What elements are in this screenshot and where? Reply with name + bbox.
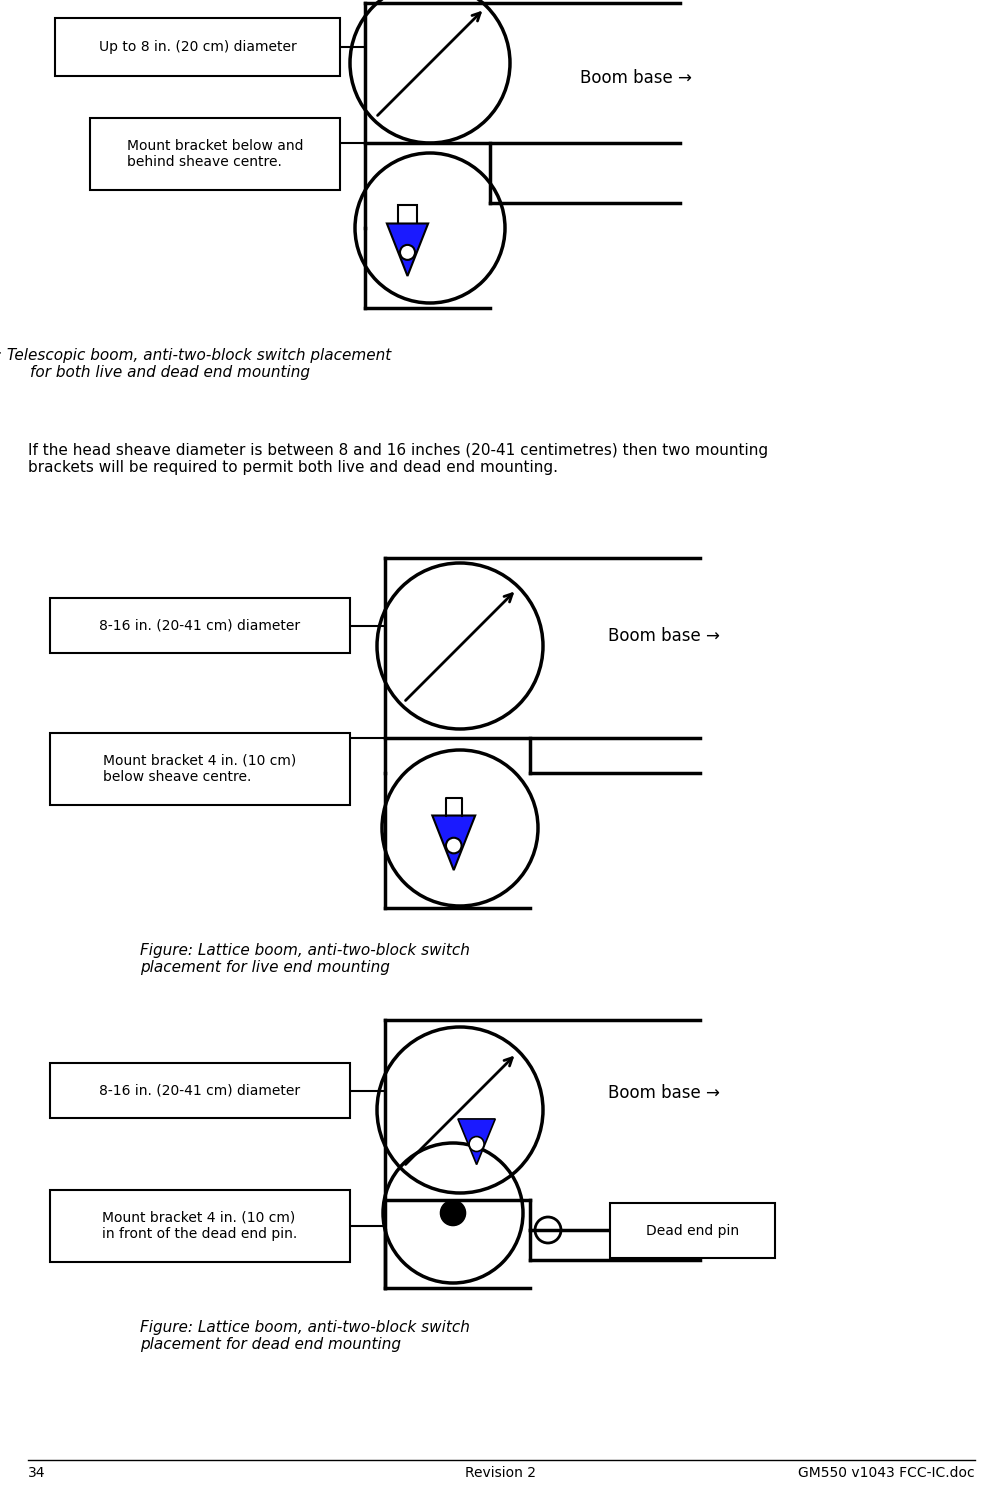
FancyBboxPatch shape [609, 1203, 775, 1258]
Text: Boom base →: Boom base → [579, 69, 691, 87]
Text: Up to 8 in. (20 cm) diameter: Up to 8 in. (20 cm) diameter [98, 41, 296, 54]
Polygon shape [432, 816, 475, 870]
Text: Figure: Lattice boom, anti-two-block switch
placement for dead end mounting: Figure: Lattice boom, anti-two-block swi… [140, 1320, 469, 1353]
Circle shape [446, 838, 461, 854]
Circle shape [469, 1137, 484, 1152]
Text: Figure: Lattice boom, anti-two-block switch
placement for live end mounting: Figure: Lattice boom, anti-two-block swi… [140, 942, 469, 976]
FancyBboxPatch shape [50, 599, 350, 653]
Text: Boom base →: Boom base → [607, 1084, 719, 1102]
FancyBboxPatch shape [55, 18, 340, 75]
Text: Figure: Telescopic boom, anti-two-block switch placement
for both live and dead : Figure: Telescopic boom, anti-two-block … [0, 348, 391, 380]
Text: Mount bracket 4 in. (10 cm)
in front of the dead end pin.: Mount bracket 4 in. (10 cm) in front of … [102, 1211, 298, 1241]
Text: 8-16 in. (20-41 cm) diameter: 8-16 in. (20-41 cm) diameter [99, 1084, 301, 1098]
FancyBboxPatch shape [90, 118, 340, 190]
Text: GM550 v1043 FCC-IC.doc: GM550 v1043 FCC-IC.doc [798, 1466, 974, 1479]
Text: 8-16 in. (20-41 cm) diameter: 8-16 in. (20-41 cm) diameter [99, 618, 301, 632]
Text: Dead end pin: Dead end pin [645, 1223, 738, 1238]
Circle shape [440, 1200, 465, 1226]
Text: Mount bracket below and
behind sheave centre.: Mount bracket below and behind sheave ce… [126, 139, 303, 169]
FancyBboxPatch shape [50, 733, 350, 805]
FancyBboxPatch shape [50, 1063, 350, 1117]
Text: Revision 2: Revision 2 [465, 1466, 536, 1479]
Text: Mount bracket 4 in. (10 cm)
below sheave centre.: Mount bracket 4 in. (10 cm) below sheave… [103, 754, 297, 784]
Text: 34: 34 [28, 1466, 45, 1479]
Text: Boom base →: Boom base → [607, 627, 719, 645]
Text: If the head sheave diameter is between 8 and 16 inches (20-41 centimetres) then : If the head sheave diameter is between 8… [28, 443, 768, 475]
Circle shape [400, 244, 415, 259]
Polygon shape [458, 1119, 495, 1164]
Polygon shape [387, 223, 428, 276]
FancyBboxPatch shape [50, 1190, 350, 1262]
